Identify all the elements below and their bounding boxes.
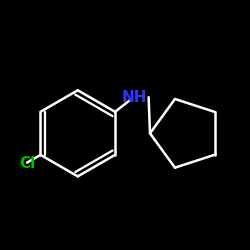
Text: Cl: Cl [19,156,36,172]
Text: NH: NH [122,90,148,105]
